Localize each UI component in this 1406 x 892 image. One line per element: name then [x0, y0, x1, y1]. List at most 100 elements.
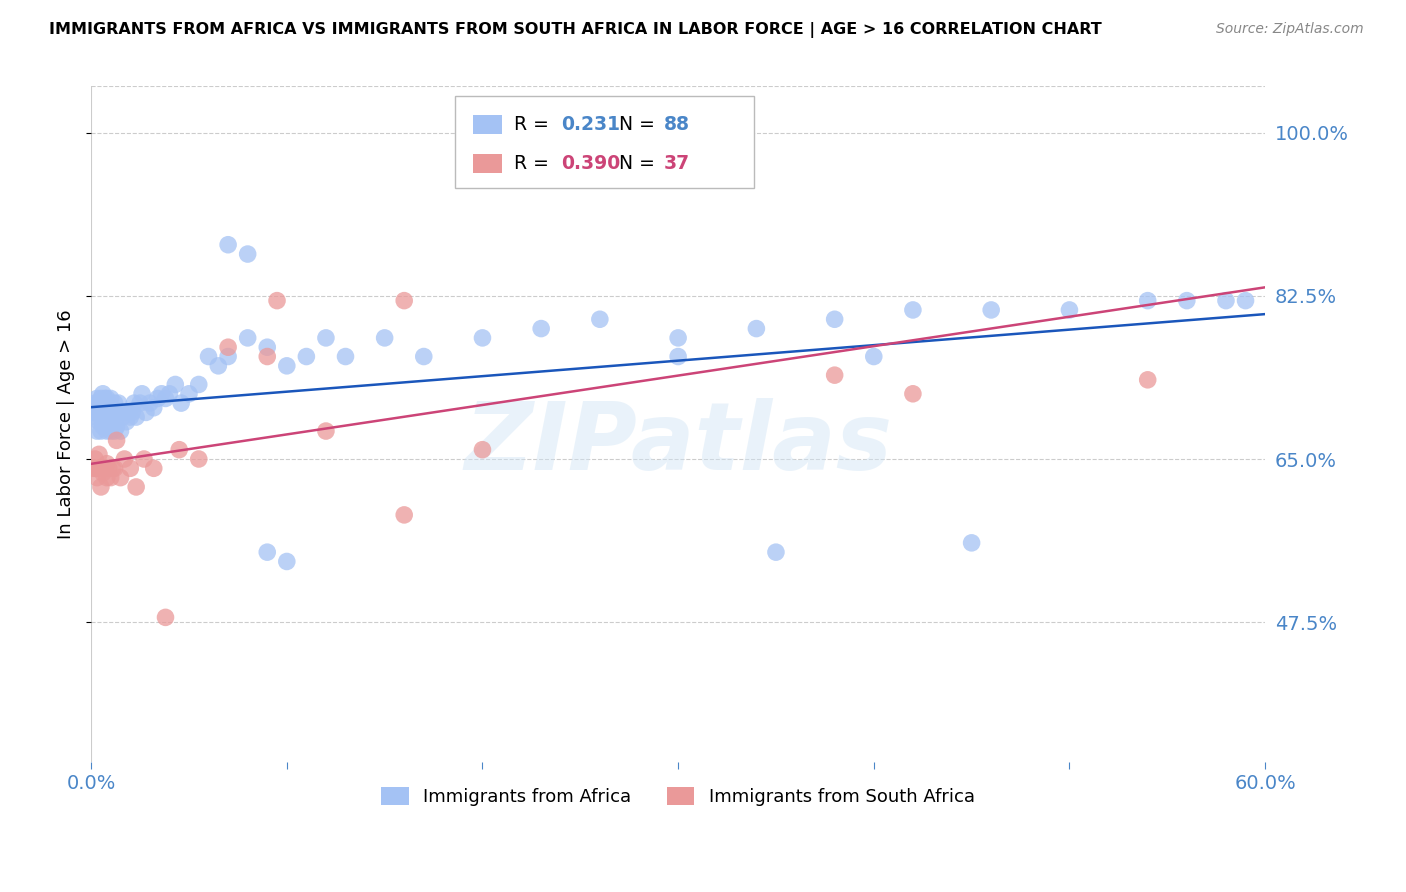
- Point: [86, 424, 108, 438]
- Point: [187, 377, 209, 392]
- Point: [139, 396, 162, 410]
- Point: [96, 457, 118, 471]
- Point: [392, 293, 415, 308]
- Point: [100, 470, 122, 484]
- Text: Source: ZipAtlas.com: Source: ZipAtlas.com: [1216, 22, 1364, 37]
- Point: [84, 405, 107, 419]
- Point: [142, 461, 165, 475]
- Point: [90, 392, 112, 406]
- Text: R =: R =: [513, 154, 554, 173]
- Point: [217, 237, 239, 252]
- Text: 88: 88: [664, 115, 690, 134]
- Point: [100, 424, 122, 438]
- Point: [197, 350, 219, 364]
- Point: [90, 410, 112, 425]
- Point: [862, 350, 884, 364]
- Point: [97, 461, 120, 475]
- Text: 0.390: 0.390: [561, 154, 620, 173]
- Point: [129, 396, 152, 410]
- Point: [105, 405, 128, 419]
- Point: [101, 461, 124, 475]
- Text: ZIPatlas: ZIPatlas: [464, 399, 893, 491]
- Point: [374, 331, 396, 345]
- Point: [1215, 293, 1237, 308]
- Point: [115, 415, 138, 429]
- Point: [87, 461, 110, 475]
- Point: [110, 405, 132, 419]
- Point: [97, 405, 120, 419]
- Point: [666, 350, 689, 364]
- Point: [96, 410, 118, 425]
- Point: [901, 302, 924, 317]
- Point: [392, 508, 415, 522]
- Point: [100, 392, 122, 406]
- Point: [165, 377, 187, 392]
- Point: [217, 340, 239, 354]
- Point: [82, 405, 104, 419]
- Text: 37: 37: [664, 154, 690, 173]
- Point: [104, 424, 127, 438]
- Point: [120, 410, 142, 425]
- Point: [121, 405, 143, 419]
- Point: [256, 340, 278, 354]
- Point: [101, 405, 124, 419]
- Point: [90, 424, 112, 438]
- Point: [131, 386, 153, 401]
- Point: [112, 452, 135, 467]
- Point: [110, 424, 132, 438]
- Point: [86, 470, 108, 484]
- Point: [104, 396, 127, 410]
- Point: [91, 386, 114, 401]
- Point: [1175, 293, 1198, 308]
- Point: [111, 410, 134, 425]
- Point: [236, 247, 259, 261]
- Point: [86, 392, 108, 406]
- Text: N =: N =: [620, 154, 661, 173]
- Point: [256, 545, 278, 559]
- Point: [187, 452, 209, 467]
- Point: [125, 480, 148, 494]
- Point: [609, 153, 631, 168]
- Point: [105, 419, 128, 434]
- Point: [315, 331, 337, 345]
- Point: [120, 461, 142, 475]
- Point: [105, 434, 128, 448]
- Point: [100, 410, 122, 425]
- Point: [87, 396, 110, 410]
- Point: [177, 386, 200, 401]
- Point: [157, 386, 180, 401]
- Point: [236, 331, 259, 345]
- Point: [84, 396, 107, 410]
- Point: [1234, 293, 1257, 308]
- Point: [132, 452, 155, 467]
- Point: [207, 359, 229, 373]
- Point: [94, 461, 117, 475]
- Point: [96, 470, 118, 484]
- Point: [1136, 373, 1159, 387]
- Point: [295, 350, 318, 364]
- Point: [589, 312, 612, 326]
- Point: [96, 424, 118, 438]
- Point: [217, 350, 239, 364]
- Point: [91, 419, 114, 434]
- Point: [82, 461, 104, 475]
- Point: [90, 480, 112, 494]
- Point: [87, 405, 110, 419]
- Point: [94, 392, 117, 406]
- Point: [150, 386, 173, 401]
- Point: [276, 554, 298, 568]
- Point: [146, 392, 169, 406]
- Point: [167, 442, 190, 457]
- Text: 0.231: 0.231: [561, 115, 620, 134]
- Point: [745, 321, 768, 335]
- Point: [97, 419, 120, 434]
- Point: [471, 331, 494, 345]
- Point: [666, 331, 689, 345]
- Point: [315, 424, 337, 438]
- Legend: Immigrants from Africa, Immigrants from South Africa: Immigrants from Africa, Immigrants from …: [374, 780, 981, 814]
- Point: [94, 405, 117, 419]
- Point: [96, 392, 118, 406]
- Point: [471, 442, 494, 457]
- Point: [960, 536, 983, 550]
- Point: [412, 350, 434, 364]
